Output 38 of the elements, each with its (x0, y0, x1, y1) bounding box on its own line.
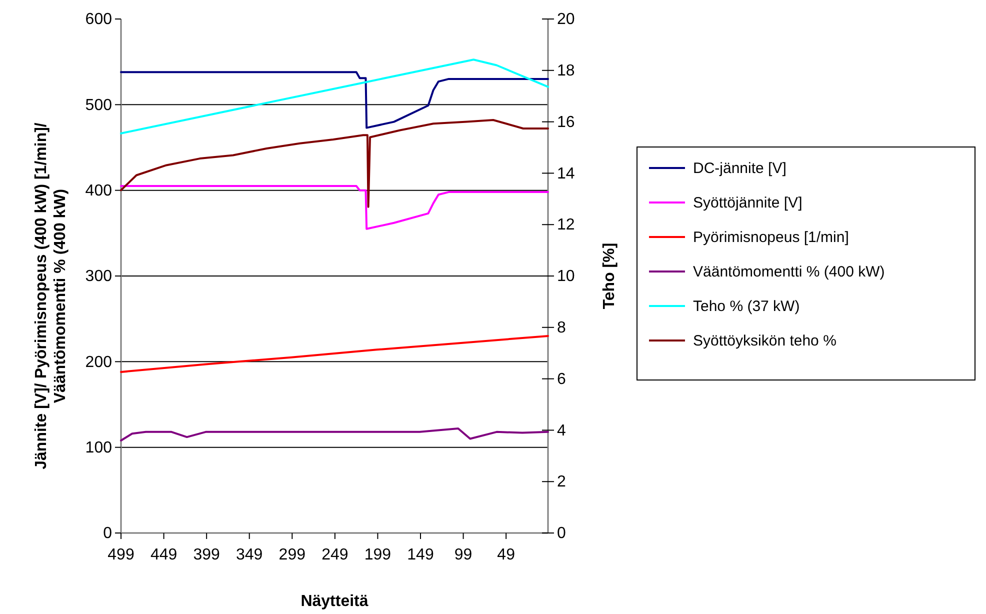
y2-tick-label: 4 (557, 422, 566, 440)
x-tick-label: 249 (322, 546, 348, 564)
x-tick-label: 399 (193, 546, 220, 564)
y-tick-label: 600 (85, 11, 112, 28)
legend-label: Pyörimisnopeus [1/min] (693, 229, 849, 246)
y2-tick-label: 16 (557, 114, 575, 131)
y2-tick-label: 20 (557, 11, 575, 28)
legend-label: Teho % (37 kW) (693, 298, 800, 315)
legend-label: DC-jännite [V] (693, 160, 786, 177)
y-tick-label: 300 (85, 268, 112, 286)
y2-tick-label: 10 (557, 268, 575, 286)
y2-tick-label: 12 (557, 216, 575, 234)
legend-label: Syöttöyksikön teho % (693, 332, 836, 350)
y2-tick-label: 14 (557, 165, 575, 182)
y-axis-title: Jännite [V]/ Pyörimisnopeus (400 kW) [1/min]/ Vääntömomentti % (400 kW) (33, 122, 70, 470)
y-tick-label: 200 (85, 354, 112, 371)
y-tick-label: 500 (85, 96, 112, 114)
legend-label: Vääntömomentti % (400 kW) (693, 264, 885, 280)
x-tick-label: 99 (454, 546, 472, 564)
y2-tick-label: 8 (557, 320, 566, 337)
y2-tick-label: 0 (557, 525, 566, 542)
x-tick-label: 499 (108, 546, 134, 564)
y2-tick-label: 2 (557, 474, 566, 491)
x-axis-title: Näytteitä (300, 593, 368, 610)
y-tick-label: 400 (85, 182, 112, 200)
line-series (120, 427, 549, 442)
x-tick-label: 199 (364, 546, 392, 564)
legend-label: Syöttöjännite [V] (693, 194, 802, 212)
x-tick-label: 449 (150, 546, 178, 564)
y-tick-label: 0 (103, 525, 112, 542)
x-tick-label: 299 (278, 546, 306, 564)
x-tick-label: 349 (236, 546, 263, 564)
x-tick-label: 149 (407, 546, 434, 564)
y2-axis-title: Teho [%] (601, 242, 618, 310)
x-tick-label: 49 (497, 546, 516, 564)
y2-tick-label: 18 (557, 62, 575, 80)
y-tick-label: 100 (85, 439, 112, 456)
y2-tick-label: 6 (557, 370, 566, 388)
